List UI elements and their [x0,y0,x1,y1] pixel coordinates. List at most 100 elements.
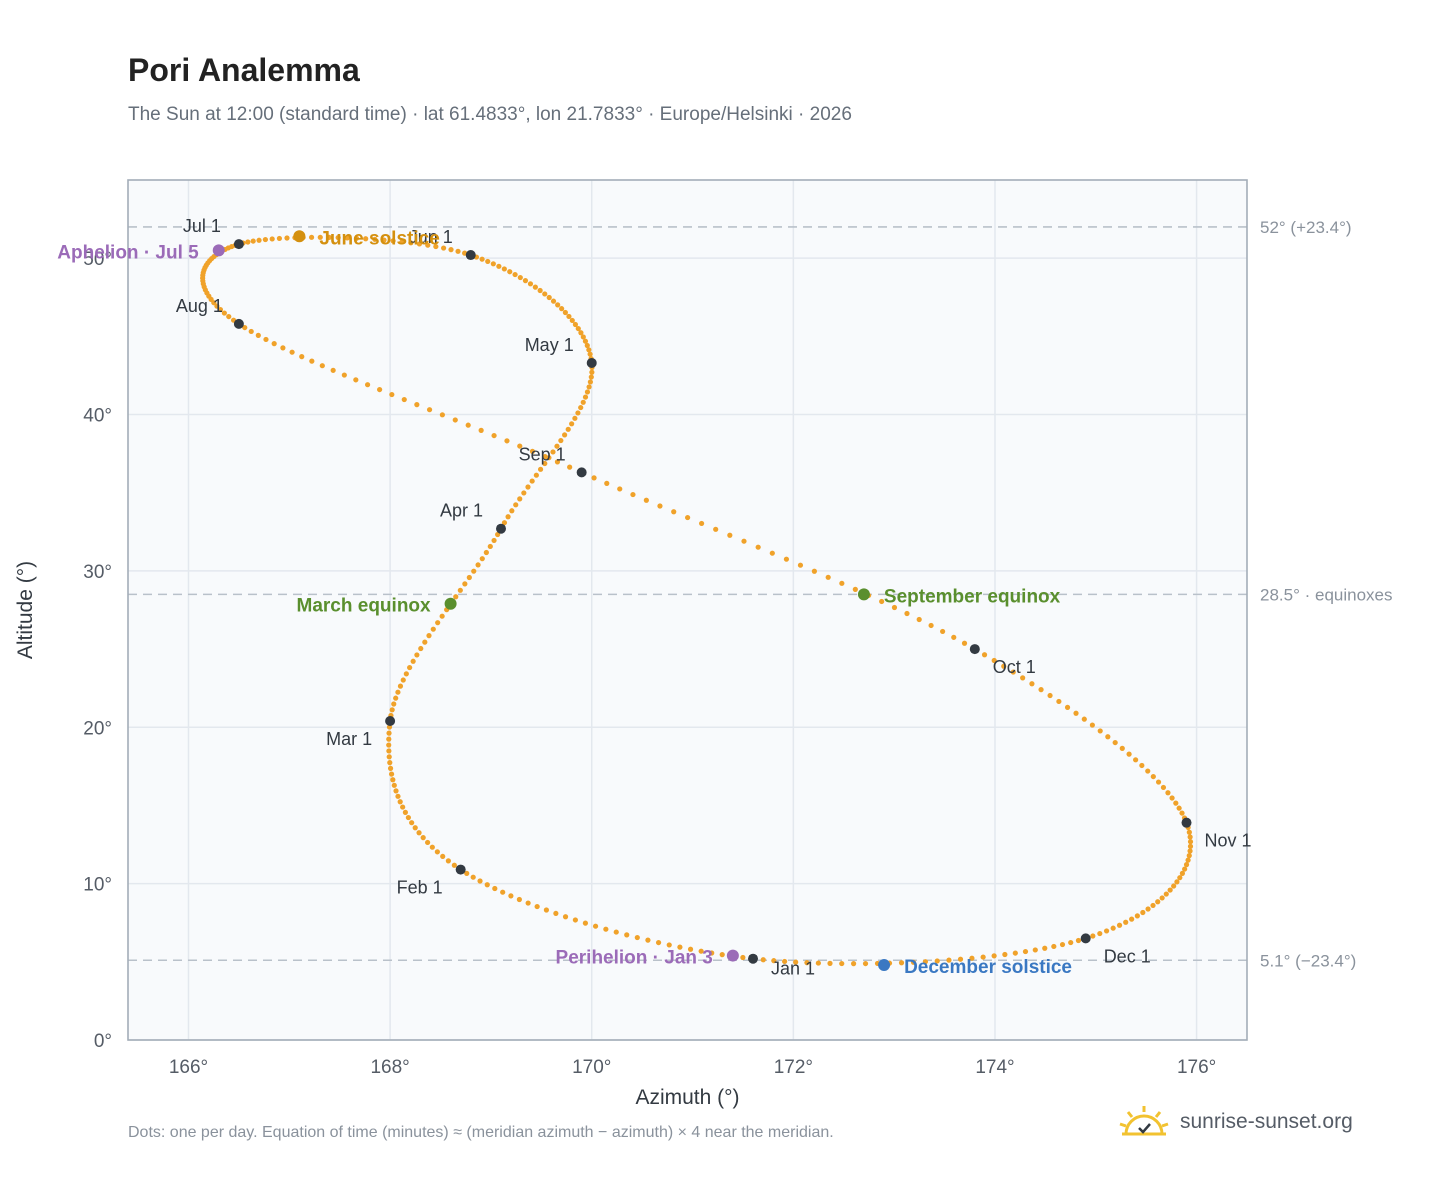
daily-sun-dot [211,300,217,306]
daily-sun-dot [1169,795,1175,801]
daily-sun-dot [393,788,399,794]
daily-sun-dot [309,358,315,364]
daily-sun-dot [922,959,929,965]
month-label: May 1 [525,335,574,355]
daily-sun-dot [507,269,513,275]
daily-sun-dot [405,814,411,821]
daily-sun-dot [603,926,609,932]
daily-sun-dot [453,594,459,600]
x-tick-label: 176° [1177,1057,1216,1078]
daily-sun-dot [569,421,575,427]
daily-sun-dot [934,958,940,964]
daily-sun-dot [666,942,672,948]
daily-sun-dot [464,870,470,876]
daily-sun-dot [508,893,514,899]
daily-sun-dot [1022,948,1029,955]
daily-sun-dot [457,587,463,593]
daily-sun-dot [387,765,394,771]
month-label: Oct 1 [993,657,1036,677]
daily-sun-dot [565,426,571,432]
month-marker [385,716,396,727]
daily-sun-dot [390,777,396,783]
y-tick-label: 30° [83,562,112,583]
daily-sun-dot [1185,857,1191,863]
month-label: Apr 1 [440,501,483,521]
month-marker [496,523,506,534]
plot-area [128,180,1247,1040]
daily-sun-dot [400,677,406,683]
daily-sun-dot [587,351,593,357]
daily-sun-dot [898,960,905,966]
daily-sun-dot [582,920,589,926]
daily-sun-dot [957,956,964,962]
daily-sun-dot [250,238,256,244]
event-label: June solstice [319,228,439,249]
month-marker [1181,817,1192,828]
daily-sun-dot [527,281,534,287]
daily-sun-dot [487,543,493,550]
daily-sun-dot [783,556,790,562]
daily-sun-dot [462,581,468,587]
daily-sun-dot [403,671,409,677]
daily-sun-dot [604,480,610,486]
y-axis-label: Altitude (°) [14,561,37,659]
daily-sun-dot [256,237,262,243]
daily-sun-dot [578,404,584,411]
daily-sun-dot [928,622,934,629]
daily-sun-dot [839,960,845,967]
daily-sun-dot [554,443,560,449]
daily-sun-dot [377,386,383,393]
daily-sun-dot [1159,895,1165,901]
daily-sun-dot [1133,757,1139,763]
event-marker [444,597,457,610]
daily-sun-dot [341,372,347,378]
month-label: Sep 1 [519,444,566,464]
daily-sun-dot [516,896,522,903]
daily-sun-dot [804,960,810,966]
daily-sun-dot [1103,928,1110,934]
daily-sun-dot [558,437,564,444]
daily-sun-dot [592,923,599,929]
daily-sun-dot [645,937,651,943]
daily-sun-dot [584,389,591,395]
daily-sun-dot [226,313,232,320]
daily-sun-dot [1186,853,1192,859]
daily-sun-dot [439,412,445,418]
daily-sun-dot [492,885,498,892]
daily-sun-dot [1174,879,1180,885]
daily-sun-dot [344,235,350,241]
daily-sun-dot [980,954,986,960]
daily-sun-dot [719,952,725,958]
daily-sun-dot [466,574,472,581]
daily-sun-dot [1139,762,1145,769]
daily-sun-dot [572,917,578,923]
daily-sun-dot [425,839,431,846]
daily-sun-dot [426,407,433,413]
daily-sun-dot [687,946,694,952]
daily-sun-dot [529,478,535,484]
daily-sun-dot [386,754,392,760]
daily-sun-dot [505,514,511,520]
event-marker [293,230,306,243]
chart-title: Pori Analemma [128,52,360,88]
daily-sun-dot [445,858,451,864]
daily-sun-dot [657,503,663,509]
month-label: Dec 1 [1104,946,1151,966]
daily-sun-dot [981,652,988,658]
daily-sun-dot [386,742,392,748]
brand-logo[interactable]: sunrise-sunset.org [1118,1102,1353,1142]
daily-sun-dot [698,948,704,954]
daily-sun-dot [418,645,424,652]
daily-sun-dot [434,849,440,855]
daily-sun-dot [961,640,968,646]
daily-sun-dot [504,438,510,444]
daily-sun-dot [1165,790,1171,796]
daily-sun-dot [815,960,821,966]
daily-sun-dot [546,294,552,301]
daily-sun-dot [509,508,515,514]
daily-sun-dot [412,825,418,831]
daily-sun-dot [589,369,595,375]
daily-sun-dot [677,944,683,950]
daily-sun-dot [1187,843,1194,849]
daily-sun-dot [1183,862,1190,868]
